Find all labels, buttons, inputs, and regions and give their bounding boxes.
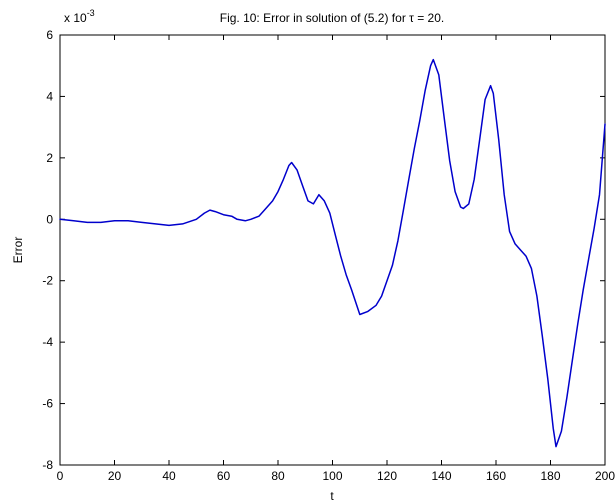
x-tick-label: 200	[595, 469, 615, 483]
axis-ticks: 0 20 40 60 80 100 120 140 160 180 200 -8 -6 -4 -2 0 2 4 6	[42, 28, 615, 483]
y-exponent-power: -3	[87, 8, 95, 18]
x-tick-label: 40	[162, 469, 176, 483]
x-tick-label: 180	[540, 469, 560, 483]
plot-area	[59, 34, 606, 466]
series-layer	[59, 58, 606, 448]
x-tick-label: 20	[108, 469, 122, 483]
x-tick-label: 0	[57, 469, 64, 483]
y-tick-label: -8	[42, 458, 53, 472]
y-tick-label: -4	[42, 335, 53, 349]
error-series-line	[59, 58, 606, 448]
y-tick-label: -6	[42, 397, 53, 411]
y-tick-label: 4	[46, 89, 53, 103]
y-exponent-base: x 10	[64, 11, 87, 25]
y-tick-label: -2	[42, 274, 53, 288]
x-tick-label: 100	[322, 469, 342, 483]
x-tick-label: 60	[217, 469, 231, 483]
y-tick-label: 0	[46, 212, 53, 226]
y-axis-label: Error	[11, 237, 25, 264]
y-tick-label: 6	[46, 28, 53, 42]
y-tick-label: 2	[46, 151, 53, 165]
x-tick-label: 80	[271, 469, 285, 483]
x-tick-label: 120	[377, 469, 397, 483]
x-tick-label: 140	[431, 469, 451, 483]
x-tick-label: 160	[486, 469, 506, 483]
chart-title: Fig. 10: Error in solution of (5.2) for …	[220, 11, 445, 25]
y-exponent-label: x 10-3	[64, 8, 95, 25]
x-axis-label: t	[330, 489, 334, 503]
